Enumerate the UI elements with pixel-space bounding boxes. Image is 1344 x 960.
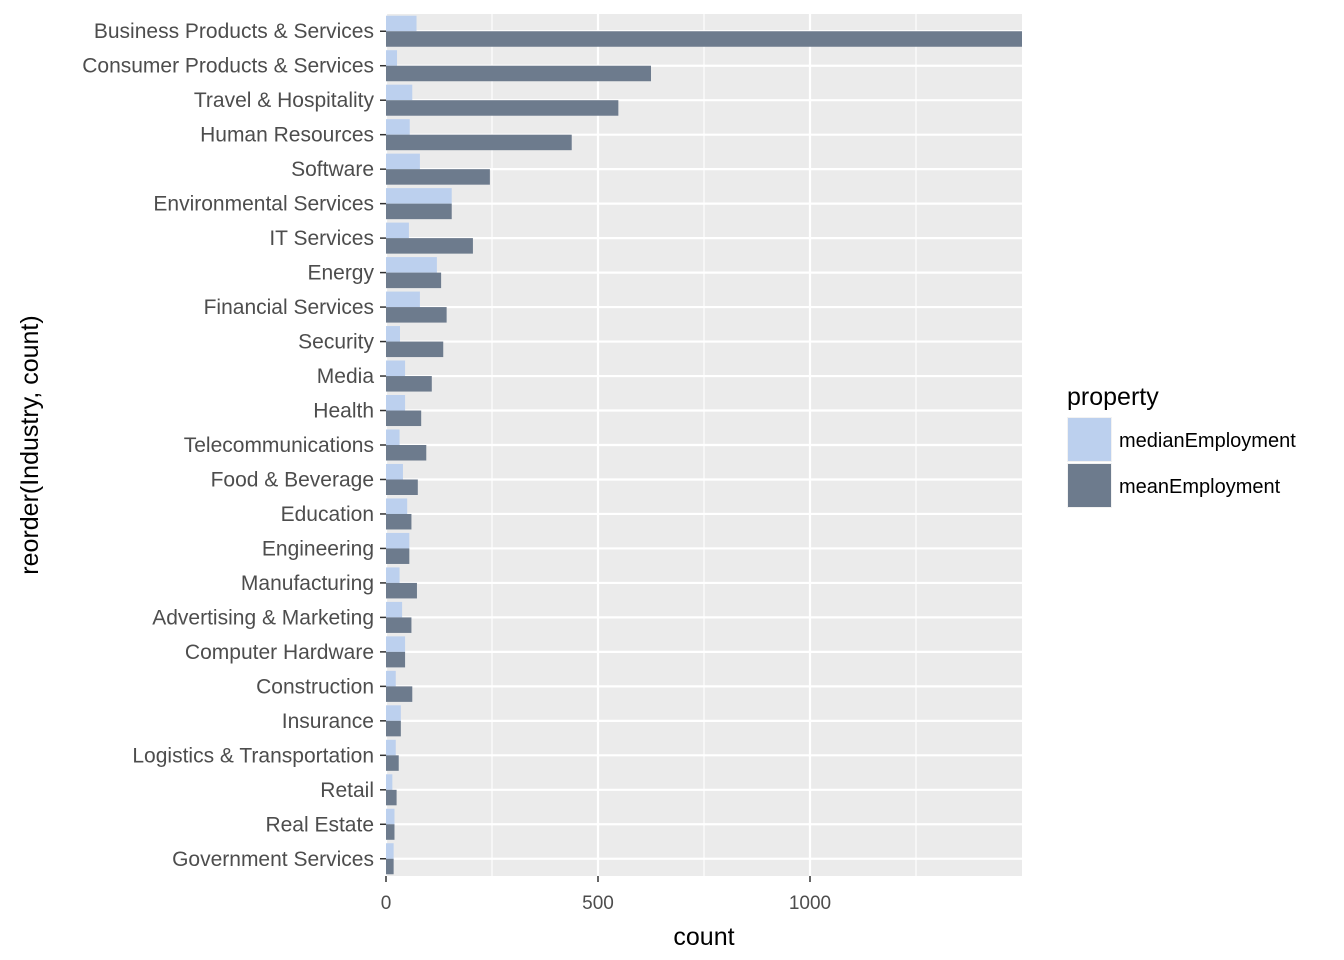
category-label: Consumer Products & Services <box>82 55 374 78</box>
bar-medianEmployment <box>386 222 409 239</box>
category-label: Advertising & Marketing <box>152 606 374 629</box>
bar-meanEmployment <box>386 100 619 116</box>
category-labels: Business Products & Services Consumer Pro… <box>82 20 374 871</box>
bar-meanEmployment <box>386 617 412 633</box>
y-axis-ticks <box>380 30 386 860</box>
x-axis-ticks: 0 500 1000 <box>381 876 831 914</box>
bar-meanEmployment <box>386 341 444 358</box>
category-label: Business Products & Services <box>94 20 374 43</box>
category-label: Logistics & Transportation <box>132 744 374 767</box>
legend-label: meanEmployment <box>1119 476 1281 498</box>
legend: property medianEmployment meanEmployment <box>1067 383 1296 508</box>
bar-medianEmployment <box>386 257 437 273</box>
bar-medianEmployment <box>386 119 410 135</box>
bar-medianEmployment <box>386 601 403 618</box>
bar-medianEmployment <box>386 153 420 170</box>
bar-meanEmployment <box>386 479 418 495</box>
bar-meanEmployment <box>386 238 473 254</box>
bars <box>386 15 1022 875</box>
bar-medianEmployment <box>386 808 395 825</box>
bar-meanEmployment <box>386 65 651 82</box>
bar-medianEmployment <box>386 774 393 790</box>
bar-meanEmployment <box>386 651 406 668</box>
bar-medianEmployment <box>386 739 396 756</box>
bar-meanEmployment <box>386 686 413 702</box>
category-label: Retail <box>320 779 374 802</box>
bar-meanEmployment <box>386 858 394 875</box>
legend-items: medianEmployment meanEmployment <box>1067 417 1296 508</box>
bar-meanEmployment <box>386 134 572 151</box>
category-label: Health <box>313 400 374 423</box>
bar-medianEmployment <box>386 188 452 204</box>
y-axis-title: reorder(Industry, count) <box>16 315 44 574</box>
bar-medianEmployment <box>386 84 413 101</box>
bar-meanEmployment <box>386 513 412 530</box>
x-tick-label: 1000 <box>789 893 831 914</box>
category-label: Real Estate <box>265 813 374 836</box>
category-label: Telecommunications <box>184 434 374 457</box>
category-label: Travel & Hospitality <box>194 89 375 112</box>
category-label: Computer Hardware <box>185 641 374 664</box>
bar-medianEmployment <box>386 463 403 480</box>
bar-meanEmployment <box>386 720 401 737</box>
bar-medianEmployment <box>386 705 401 721</box>
legend-label: medianEmployment <box>1119 430 1296 452</box>
bar-meanEmployment <box>386 376 432 392</box>
bar-medianEmployment <box>386 395 406 411</box>
bar-medianEmployment <box>386 15 417 32</box>
category-label: Food & Beverage <box>211 468 374 491</box>
bar-meanEmployment <box>386 410 422 427</box>
x-tick-label: 0 <box>381 893 392 914</box>
category-label: Software <box>291 158 374 181</box>
category-label: Human Resources <box>200 124 374 147</box>
bar-medianEmployment <box>386 670 396 687</box>
bar-meanEmployment <box>386 31 1022 47</box>
bar-meanEmployment <box>386 789 397 806</box>
category-label: Media <box>317 365 375 388</box>
bar-medianEmployment <box>386 498 408 514</box>
bar-meanEmployment <box>386 548 410 564</box>
category-label: Financial Services <box>204 296 374 319</box>
bar-medianEmployment <box>386 636 406 652</box>
category-label: Manufacturing <box>241 572 374 595</box>
category-label: Government Services <box>172 848 374 871</box>
bar-meanEmployment <box>386 445 427 461</box>
category-label: Engineering <box>262 537 374 560</box>
category-label: IT Services <box>269 227 374 250</box>
bar-medianEmployment <box>386 429 400 445</box>
bar-medianEmployment <box>386 532 410 549</box>
bar-meanEmployment <box>386 272 442 289</box>
bar-medianEmployment <box>386 360 406 377</box>
category-label: Education <box>281 503 374 526</box>
legend-swatch <box>1068 464 1111 507</box>
bar-meanEmployment <box>386 203 452 220</box>
bar-medianEmployment <box>386 50 398 66</box>
bar-meanEmployment <box>386 169 490 185</box>
bar-medianEmployment <box>386 326 400 342</box>
bar-medianEmployment <box>386 567 400 583</box>
bar-meanEmployment <box>386 307 447 323</box>
category-label: Energy <box>307 262 374 285</box>
legend-swatch <box>1068 418 1111 461</box>
bar-meanEmployment <box>386 824 395 840</box>
bar-meanEmployment <box>386 755 399 771</box>
bar-medianEmployment <box>386 843 394 859</box>
category-label: Environmental Services <box>153 193 374 216</box>
legend-title: property <box>1067 383 1159 411</box>
category-label: Construction <box>256 675 374 698</box>
bar-meanEmployment <box>386 582 417 599</box>
bar-medianEmployment <box>386 291 420 308</box>
x-tick-label: 500 <box>582 893 614 914</box>
category-label: Security <box>298 331 374 354</box>
x-axis-title: count <box>673 923 734 951</box>
category-label: Insurance <box>282 710 374 733</box>
